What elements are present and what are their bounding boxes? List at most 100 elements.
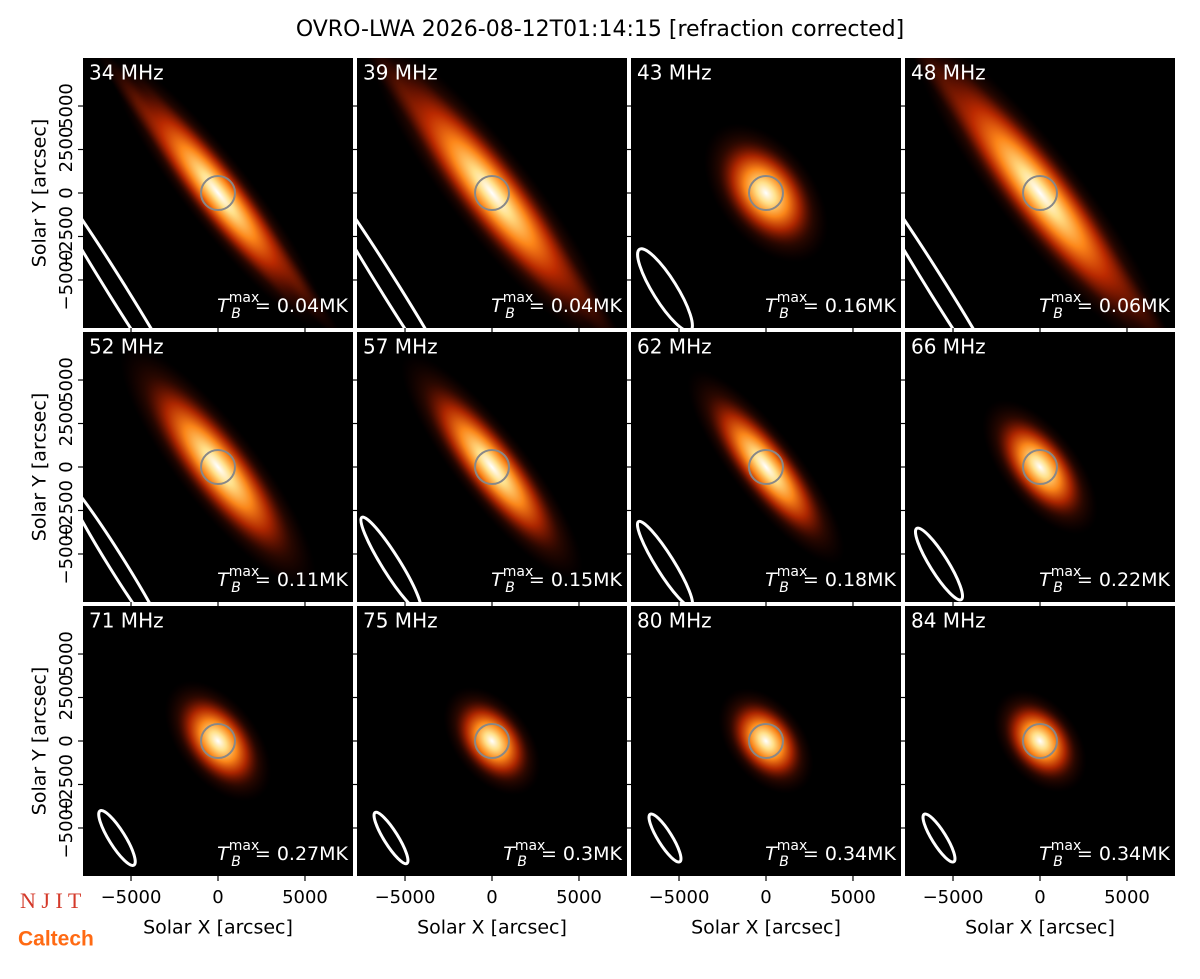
tb-sub: B (231, 580, 241, 596)
panel-title: 34 MHz (89, 61, 164, 85)
emission-core (729, 700, 803, 782)
beam (97, 809, 137, 867)
emission-core (454, 699, 530, 783)
tb-sub: B (1053, 854, 1063, 870)
beam (357, 161, 473, 328)
tb-sup: max (777, 838, 808, 854)
solar-disk (1022, 175, 1058, 211)
tb-sub: B (1053, 580, 1063, 596)
panel-title: 52 MHz (89, 335, 164, 359)
logo-njit: N J I T (20, 888, 82, 913)
y-tick-label: −2500 (56, 206, 77, 267)
y-tick-label: 2500 (56, 127, 77, 173)
tb-symbol: T (503, 843, 516, 865)
panel-annotation: Tmax B = 0.3MK (503, 838, 622, 870)
tb-value: = 0.3MK (541, 843, 623, 865)
tb-sup: max (503, 290, 534, 306)
y-tick-label: 2500 (56, 675, 77, 721)
tb-symbol: T (491, 295, 504, 317)
tb-sub: B (517, 854, 527, 870)
solar-disk (748, 723, 784, 759)
tb-value: = 0.22MK (1077, 569, 1171, 591)
panel-annotation: Tmax B = 0.27MK (217, 838, 348, 870)
panel (357, 606, 627, 876)
emission-core (400, 78, 584, 308)
tb-symbol: T (1039, 295, 1052, 317)
y-tick-label: 2500 (56, 401, 77, 447)
panel (631, 606, 901, 876)
tb-sub: B (231, 854, 241, 870)
y-tick-label: −5000 (56, 524, 77, 585)
tb-sup: max (1051, 290, 1082, 306)
panel (905, 606, 1175, 876)
panel-title: 66 MHz (911, 335, 986, 359)
x-tick-label: 5000 (830, 887, 876, 908)
panel-annotation: Tmax B = 0.18MK (765, 564, 896, 596)
x-axis-label: Solar X [arcsec] (965, 917, 1115, 939)
emission-core (136, 91, 300, 295)
tb-sup: max (229, 290, 260, 306)
solar-disk (1022, 449, 1058, 485)
tb-value: = 0.04MK (529, 295, 623, 317)
beam (83, 477, 172, 602)
emission-core (423, 382, 561, 552)
tb-sub: B (779, 854, 789, 870)
emission-core (144, 376, 292, 558)
panel-annotation: Tmax B = 0.04MK (217, 290, 348, 322)
solar-disk (1022, 723, 1058, 759)
y-tick-label: 0 (56, 187, 77, 198)
y-tick-label: 0 (56, 461, 77, 472)
y-tick-label: 0 (56, 735, 77, 746)
tb-value: = 0.18MK (803, 569, 897, 591)
tb-symbol: T (1039, 569, 1052, 591)
x-tick-label: −5000 (375, 887, 436, 908)
y-axis-label: Solar Y [arcsec] (29, 119, 51, 267)
beam (635, 519, 695, 602)
emission-core (943, 73, 1137, 313)
logo-caltech: Caltech (18, 928, 94, 951)
x-axis-label: Solar X [arcsec] (691, 917, 841, 939)
panel-title: 75 MHz (363, 609, 438, 633)
panel-title: 57 MHz (363, 335, 438, 359)
solar-disk (200, 175, 236, 211)
emission-core (706, 394, 826, 540)
beam (905, 161, 1021, 328)
panel-title: 48 MHz (911, 61, 986, 85)
tb-sup: max (229, 564, 260, 580)
tb-value: = 0.16MK (803, 295, 897, 317)
solar-disk (474, 449, 510, 485)
tb-symbol: T (491, 569, 504, 591)
panel-annotation: Tmax B = 0.04MK (491, 290, 622, 322)
panel (357, 58, 627, 328)
tb-sup: max (515, 838, 546, 854)
tb-value: = 0.04MK (255, 295, 349, 317)
panel (631, 332, 901, 602)
x-axis-label: Solar X [arcsec] (417, 917, 567, 939)
tb-symbol: T (217, 843, 230, 865)
tb-sub: B (1053, 306, 1063, 322)
panel-title: 62 MHz (637, 335, 712, 359)
solar-disk (200, 449, 236, 485)
panel (905, 332, 1175, 602)
tb-value: = 0.34MK (803, 843, 897, 865)
tb-symbol: T (1039, 843, 1052, 865)
x-tick-label: 0 (212, 887, 223, 908)
panel (83, 58, 353, 328)
tb-value: = 0.15MK (529, 569, 623, 591)
tb-symbol: T (765, 843, 778, 865)
tb-sup: max (503, 564, 534, 580)
x-tick-label: 0 (760, 887, 771, 908)
panel-title: 84 MHz (911, 609, 986, 633)
y-tick-label: 5000 (56, 631, 77, 677)
solar-disk (200, 723, 236, 759)
panel-annotation: Tmax B = 0.15MK (491, 564, 622, 596)
tb-symbol: T (765, 295, 778, 317)
panel-title: 43 MHz (637, 61, 712, 85)
tb-value: = 0.27MK (255, 843, 349, 865)
panel (905, 58, 1175, 328)
y-tick-label: −2500 (56, 754, 77, 815)
y-tick-label: −2500 (56, 480, 77, 541)
tb-value: = 0.06MK (1077, 295, 1171, 317)
figure-title: OVRO-LWA 2026-08-12T01:14:15 [refraction… (296, 17, 904, 42)
x-tick-label: 5000 (1104, 887, 1150, 908)
